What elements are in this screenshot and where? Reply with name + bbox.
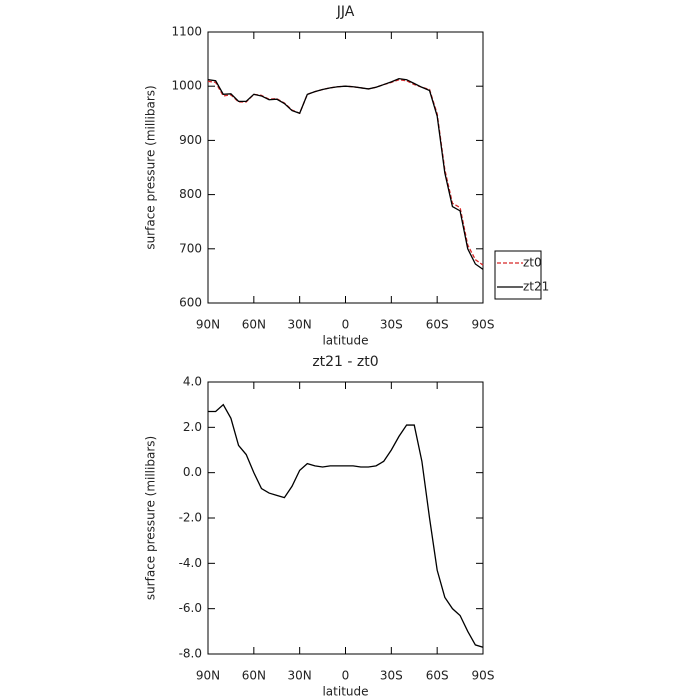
y-tick-label: 0.0 xyxy=(183,465,202,479)
series-line xyxy=(208,403,484,648)
x-tick-label: 90N xyxy=(196,318,220,332)
x-tick-label: 60S xyxy=(426,318,449,332)
y-tick-label: -2.0 xyxy=(179,511,202,525)
series-line xyxy=(207,77,484,270)
y-tick-label: -8.0 xyxy=(179,647,202,661)
x-axis-label: latitude xyxy=(322,685,368,699)
x-tick-label: 30S xyxy=(380,318,403,332)
y-tick-label: 900 xyxy=(179,133,202,147)
plot-frame xyxy=(207,381,484,655)
x-tick-label: 90S xyxy=(472,318,495,332)
x-tick-label: 60S xyxy=(426,669,449,683)
legend-label: zt0 xyxy=(523,256,542,270)
x-tick-label: 60N xyxy=(242,669,266,683)
y-axis-label: surface pressure (millibars) xyxy=(144,436,158,600)
x-tick-label: 90S xyxy=(472,669,495,683)
y-axis-label: surface pressure (millibars) xyxy=(144,85,158,249)
y-tick-label: -6.0 xyxy=(179,601,202,615)
y-tick-label: 4.0 xyxy=(183,375,202,389)
x-tick-label: 0 xyxy=(342,669,350,683)
x-tick-label: 90N xyxy=(196,669,220,683)
y-tick-label: 600 xyxy=(179,296,202,310)
x-tick-label: 0 xyxy=(342,318,350,332)
y-tick-label: 800 xyxy=(179,187,202,201)
chart-title: JJA xyxy=(336,4,355,20)
y-tick-label: 2.0 xyxy=(183,420,202,434)
chart-title: zt21 - zt0 xyxy=(312,354,378,370)
y-tick-label: 700 xyxy=(179,241,202,255)
x-tick-label: 30N xyxy=(288,318,312,332)
x-axis-label: latitude xyxy=(322,334,368,348)
y-tick-label: 1100 xyxy=(171,25,202,39)
legend-frame xyxy=(494,250,542,300)
x-tick-label: 60N xyxy=(242,318,266,332)
y-tick-label: -4.0 xyxy=(179,556,202,570)
series-line xyxy=(207,79,484,266)
plot-frame xyxy=(207,31,484,304)
legend-label: zt21 xyxy=(523,280,549,294)
y-tick-label: 1000 xyxy=(171,79,202,93)
x-tick-label: 30S xyxy=(380,669,403,683)
x-tick-label: 30N xyxy=(288,669,312,683)
